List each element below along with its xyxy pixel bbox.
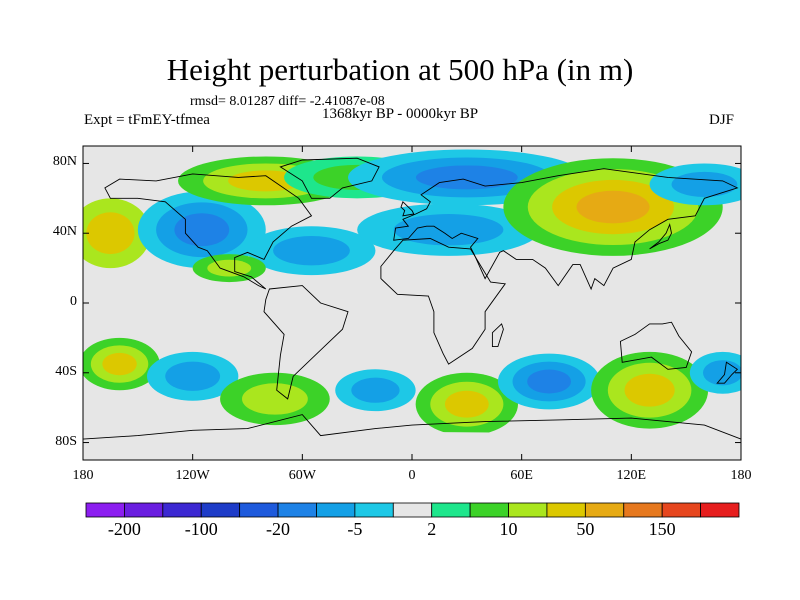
time-period: 1368kyr BP - 0000kyr BP (322, 106, 479, 122)
coast-africa (380, 238, 507, 365)
coast-new-zealand (716, 361, 739, 384)
lon-label: 180 (730, 468, 752, 483)
lat-label: 40S (55, 363, 77, 379)
field-contour-0-1 (86, 212, 135, 255)
coastlines (82, 157, 742, 461)
field-contour-5-2 (415, 165, 518, 190)
colorbar-label: 50 (576, 519, 595, 539)
field-contour-7-3 (576, 190, 650, 224)
lat-label: 80N (52, 154, 77, 170)
coast-south-america (263, 285, 349, 400)
lon-label: 60E (510, 468, 533, 483)
field-contour-6-1 (393, 214, 504, 246)
colorbar-swatch-16 (700, 502, 740, 518)
axis-ticks (82, 146, 742, 460)
lon-label: 180 (72, 468, 94, 483)
plot-title: Height perturbation at 500 hPa (in m) (166, 52, 634, 87)
coast-eurasia (393, 168, 739, 291)
colorbar (85, 502, 740, 518)
field-contour-10-2 (102, 352, 137, 376)
colorbar-swatch-9 (431, 502, 471, 518)
field-contour-8-1 (671, 171, 738, 197)
colorbar-label: -20 (266, 519, 291, 539)
coast-japan (649, 222, 672, 250)
lat-label: 40N (52, 224, 77, 240)
coast-greenland (279, 157, 380, 199)
lon-label: 120E (616, 468, 647, 483)
coast-north-america (104, 173, 313, 290)
colorbar-swatch-8 (392, 502, 433, 518)
field-contour-1-2 (174, 213, 230, 247)
colorbar-label: 150 (648, 519, 676, 539)
coast-uk (400, 200, 415, 217)
field-contour-17-1 (702, 360, 741, 386)
colorbar-label: 2 (427, 519, 437, 539)
field-contour-15-2 (527, 369, 572, 394)
field-contour-14-2 (444, 390, 489, 418)
colorbar-swatch-13 (584, 502, 625, 518)
colorbar-swatch-7 (354, 502, 394, 518)
lat-label: 80S (55, 433, 77, 449)
season-label: DJF (709, 112, 735, 128)
experiment-label: Expt = tFmEY-tfmea (84, 112, 210, 128)
colorbar-swatch-15 (661, 502, 701, 518)
lat-label: 0 (70, 294, 77, 309)
colorbar-swatch-14 (623, 502, 663, 518)
colorbar-swatch-5 (277, 502, 317, 518)
colorbar-swatch-2 (162, 502, 202, 518)
field-contour-9-1 (207, 259, 252, 277)
field-contour-12-1 (242, 383, 308, 415)
field-contour-13-1 (351, 377, 400, 403)
coast-australia (619, 321, 693, 370)
lon-label: 120W (175, 468, 210, 483)
colorbar-swatch-10 (469, 502, 509, 518)
colorbar-label: -200 (107, 519, 141, 539)
colorbar-swatch-3 (200, 502, 241, 518)
colorbar-label: -5 (347, 519, 363, 539)
field-contour-4-1 (273, 236, 350, 266)
colorbar-swatch-0 (85, 502, 125, 518)
colorbar-swatch-6 (316, 502, 356, 518)
colorbar-swatch-12 (546, 502, 586, 518)
colorbar-label: 10 (499, 519, 518, 539)
field-contour-16-2 (624, 373, 675, 407)
field-contour-11-1 (165, 361, 221, 391)
coast-madagascar (491, 323, 504, 348)
colorbar-swatch-11 (508, 502, 548, 518)
colorbar-swatch-1 (124, 502, 164, 518)
rmsd-stats: rmsd= 8.01287 diff= -2.41087e-08 (190, 94, 385, 109)
lon-label: 0 (408, 468, 416, 483)
lon-label: 60W (288, 468, 316, 483)
height-field (83, 146, 741, 460)
colorbar-label: -100 (184, 519, 218, 539)
field-contour-18-0 (83, 432, 741, 460)
colorbar-swatch-4 (239, 502, 279, 518)
